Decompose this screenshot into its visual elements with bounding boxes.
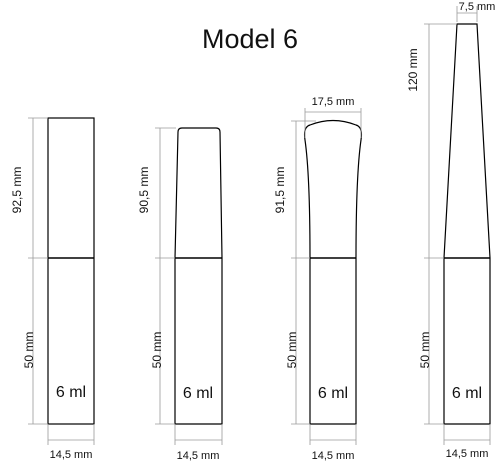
- top-height-label: 90,5 mm: [137, 167, 151, 214]
- top-height-label: 92,5 mm: [10, 167, 24, 214]
- volume-label: 6 ml: [183, 385, 213, 402]
- width-label: 14,5 mm: [312, 450, 355, 462]
- bottle-outline: [47, 117, 95, 425]
- volume-label: 6 ml: [452, 385, 482, 402]
- top-width-label: 7,5 mm: [459, 1, 496, 13]
- bottle-outline: [303, 119, 363, 425]
- volume-label: 6 ml: [318, 385, 348, 402]
- width-label: 14,5 mm: [50, 449, 93, 461]
- top-height-label: 91,5 mm: [273, 167, 287, 214]
- bottom-height-label: 50 mm: [285, 332, 299, 369]
- width-label: 14,5 mm: [446, 448, 489, 460]
- bottom-height-label: 50 mm: [150, 332, 164, 369]
- top-height-label: 120 mm: [406, 48, 420, 91]
- bottom-height-label: 50 mm: [418, 332, 432, 369]
- width-label: 14,5 mm: [177, 450, 220, 462]
- bottle-model-1: 92,5 mm 50 mm 14,5 mm 6 ml: [10, 117, 95, 461]
- bottom-height-label: 50 mm: [22, 332, 36, 369]
- bottle-model-2: 90,5 mm 50 mm 14,5 mm 6 ml: [137, 127, 223, 462]
- bottle-outline: [443, 23, 491, 425]
- bottle-model-3: 17,5 mm 91,5 mm 50 mm 14,5 mm 6 ml: [273, 96, 363, 462]
- volume-label: 6 ml: [56, 384, 86, 401]
- diagram-title: Model 6: [201, 24, 299, 54]
- bottle-outline: [174, 127, 223, 425]
- bottle-model-4: 7,5 mm 120 mm 50 mm 14,5 mm 6 ml: [406, 1, 495, 460]
- top-width-label: 17,5 mm: [312, 96, 355, 108]
